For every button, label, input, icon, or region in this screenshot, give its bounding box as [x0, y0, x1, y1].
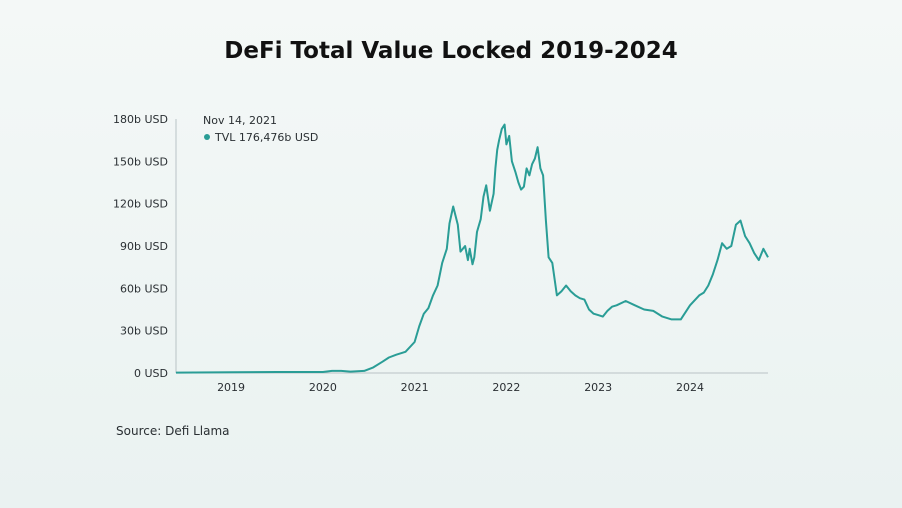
x-tick-label: 2022	[492, 381, 520, 394]
series-line-tvl[interactable]	[175, 123, 769, 374]
y-tick-label: 30b USD	[120, 325, 168, 338]
y-tick-label: 120b USD	[113, 198, 168, 211]
x-axis: 2019 2020 2021 2022 2023 2024	[176, 372, 768, 394]
y-tick-label: 60b USD	[120, 282, 168, 295]
y-tick-label: 90b USD	[120, 240, 168, 253]
y-axis: 0 USD 30b USD 60b USD 90b USD 120b USD 150b U…	[113, 113, 177, 380]
source-note: Source: Defi Llama	[116, 424, 230, 438]
tooltip: Nov 14, 2021 TVL 176,476b USD	[203, 114, 318, 144]
y-tick-label: 180b USD	[113, 113, 168, 126]
x-tick-label: 2020	[309, 381, 337, 394]
tooltip-date: Nov 14, 2021	[203, 114, 277, 127]
y-tick-label: 150b USD	[113, 155, 168, 168]
chart-title: DeFi Total Value Locked 2019-2024	[224, 38, 678, 64]
tooltip-series-dot	[204, 134, 210, 140]
y-tick-label: 0 USD	[134, 367, 168, 380]
x-tick-label: 2023	[584, 381, 612, 394]
tooltip-value: TVL 176,476b USD	[214, 131, 318, 144]
x-tick-label: 2021	[401, 381, 429, 394]
x-tick-label: 2024	[676, 381, 704, 394]
x-tick-label: 2019	[217, 381, 245, 394]
